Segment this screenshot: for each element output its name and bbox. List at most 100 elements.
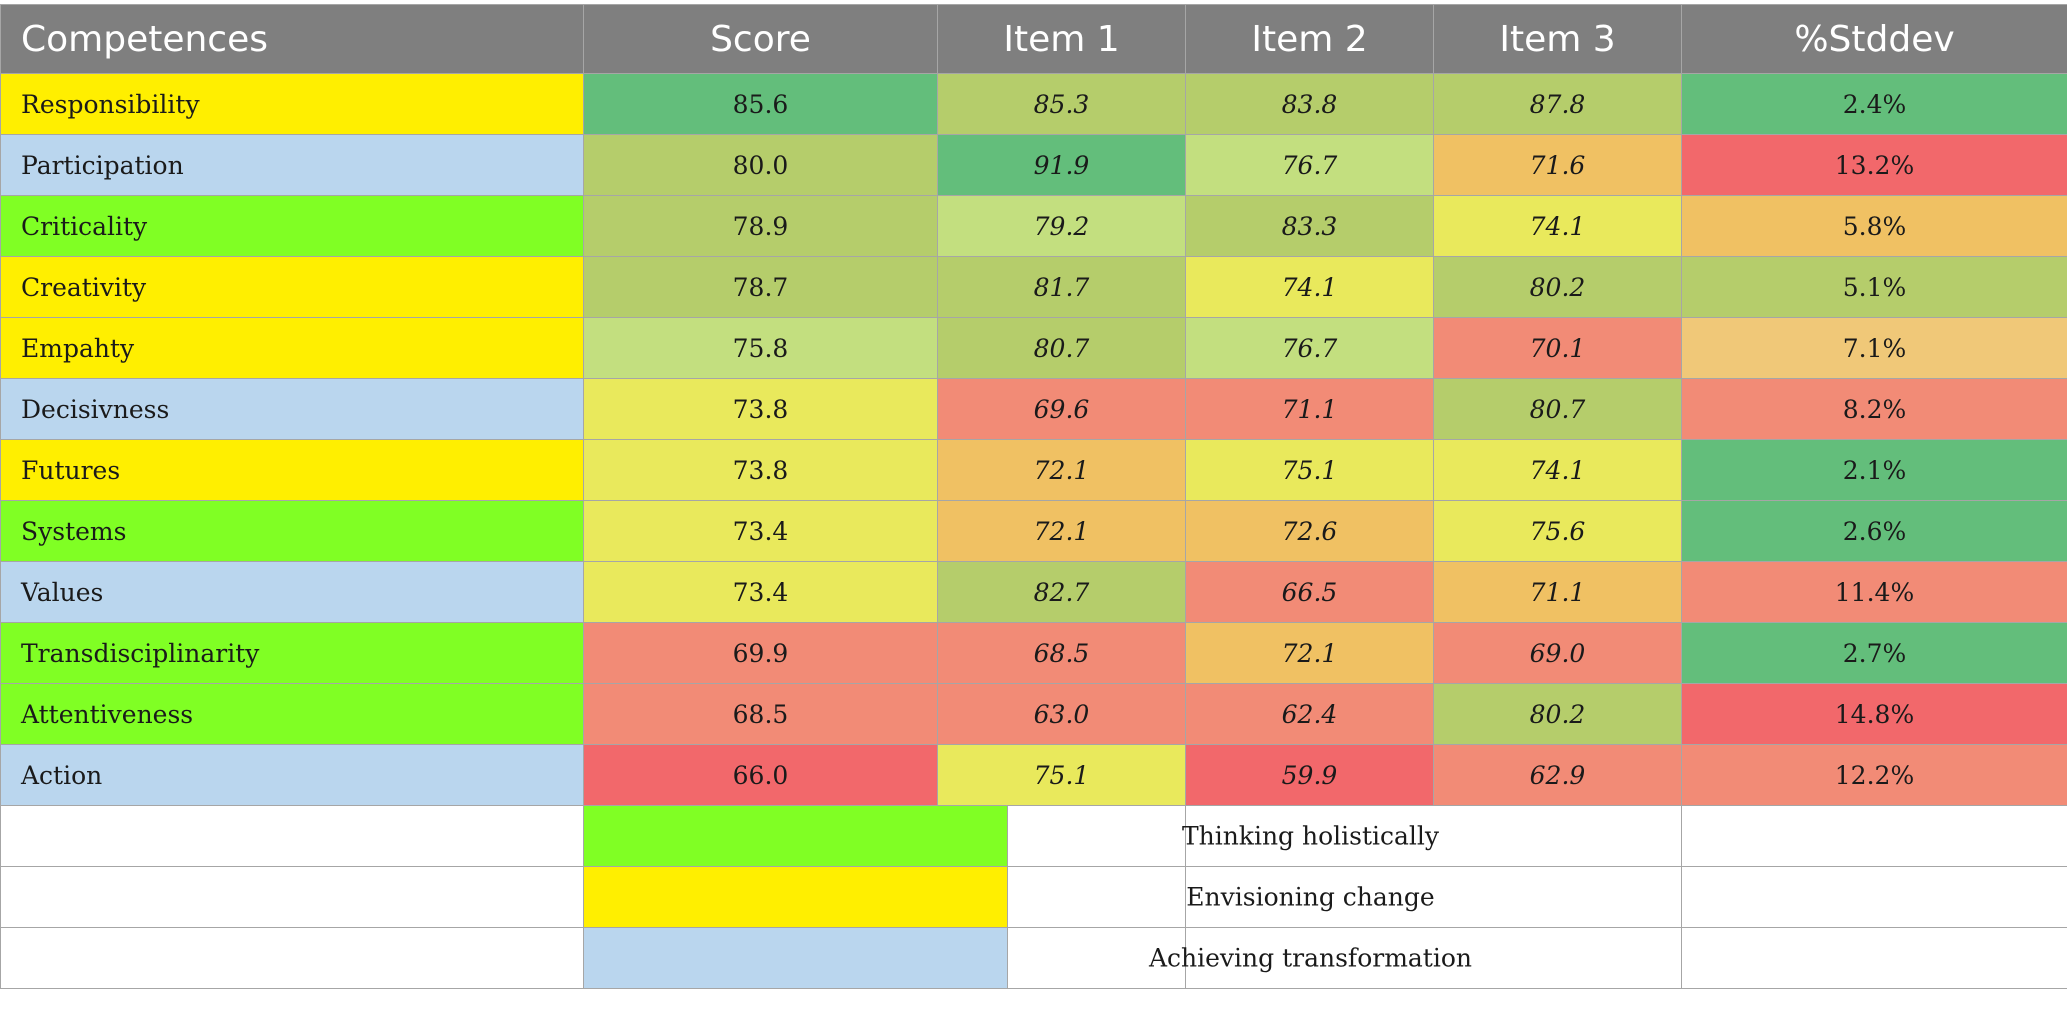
legend-empty-cell xyxy=(1681,866,2067,928)
legend-swatch-cell xyxy=(583,927,1186,989)
score-cell: 69.9 xyxy=(583,622,938,684)
item-3-cell: 74.1 xyxy=(1433,439,1682,501)
item-1-cell: 72.1 xyxy=(937,500,1186,562)
header-stddev: %Stddev xyxy=(1681,4,2067,74)
header-item-1: Item 1 xyxy=(937,4,1186,74)
item-1-cell: 75.1 xyxy=(937,744,1186,806)
legend-row: Achieving transformation xyxy=(0,927,2067,989)
legend-label: Thinking holistically xyxy=(1181,821,1440,851)
stddev-cell: 2.6% xyxy=(1681,500,2067,562)
score-cell: 85.6 xyxy=(583,73,938,135)
item-3-cell: 80.7 xyxy=(1433,378,1682,440)
legend-empty-cell xyxy=(0,805,584,867)
table-row: Attentiveness 68.5 63.0 62.4 80.2 14.8% xyxy=(0,683,2067,745)
score-cell: 73.4 xyxy=(583,561,938,623)
legend-swatch-cell xyxy=(583,866,1186,928)
item-3-cell: 87.8 xyxy=(1433,73,1682,135)
legend-row: Envisioning change xyxy=(0,866,2067,928)
item-3-cell: 62.9 xyxy=(1433,744,1682,806)
item-2-cell: 83.3 xyxy=(1185,195,1434,257)
header-row: Competences Score Item 1 Item 2 Item 3 %… xyxy=(0,4,2067,74)
stddev-cell: 8.2% xyxy=(1681,378,2067,440)
table-row: Values 73.4 82.7 66.5 71.1 11.4% xyxy=(0,561,2067,623)
legend-swatch xyxy=(584,867,1008,927)
item-3-cell: 74.1 xyxy=(1433,195,1682,257)
score-cell: 73.8 xyxy=(583,378,938,440)
item-1-cell: 80.7 xyxy=(937,317,1186,379)
competence-name: Action xyxy=(0,744,584,806)
legend-empty-cell xyxy=(0,866,584,928)
competence-name: Responsibility xyxy=(0,73,584,135)
item-1-cell: 79.2 xyxy=(937,195,1186,257)
competence-name: Futures xyxy=(0,439,584,501)
stddev-cell: 12.2% xyxy=(1681,744,2067,806)
legend-empty-cell xyxy=(1681,805,2067,867)
item-2-cell: 71.1 xyxy=(1185,378,1434,440)
table-row: Empahty 75.8 80.7 76.7 70.1 7.1% xyxy=(0,317,2067,379)
legend-swatch xyxy=(584,806,1008,866)
score-cell: 78.9 xyxy=(583,195,938,257)
table-row: Action 66.0 75.1 59.9 62.9 12.2% xyxy=(0,744,2067,806)
table-row: Transdisciplinarity 69.9 68.5 72.1 69.0 2.7% xyxy=(0,622,2067,684)
header-item-2: Item 2 xyxy=(1185,4,1434,74)
stddev-cell: 5.8% xyxy=(1681,195,2067,257)
legend-empty-cell xyxy=(1681,927,2067,989)
item-3-cell: 71.6 xyxy=(1433,134,1682,196)
stddev-cell: 7.1% xyxy=(1681,317,2067,379)
item-2-cell: 59.9 xyxy=(1185,744,1434,806)
score-cell: 75.8 xyxy=(583,317,938,379)
legend-row: Thinking holistically xyxy=(0,805,2067,867)
item-1-cell: 82.7 xyxy=(937,561,1186,623)
table-row: Systems 73.4 72.1 72.6 75.6 2.6% xyxy=(0,500,2067,562)
legend-label-cell: Envisioning change xyxy=(1185,866,1682,928)
item-3-cell: 75.6 xyxy=(1433,500,1682,562)
item-3-cell: 80.2 xyxy=(1433,683,1682,745)
table-row: Responsibility 85.6 85.3 83.8 87.8 2.4% xyxy=(0,73,2067,135)
competences-table: Competences Score Item 1 Item 2 Item 3 %… xyxy=(0,4,2067,989)
table-row: Criticality 78.9 79.2 83.3 74.1 5.8% xyxy=(0,195,2067,257)
legend-swatch-cell xyxy=(583,805,1186,867)
competence-name: Transdisciplinarity xyxy=(0,622,584,684)
item-1-cell: 68.5 xyxy=(937,622,1186,684)
competences-table-container: Competences Score Item 1 Item 2 Item 3 %… xyxy=(0,4,2067,989)
item-1-cell: 81.7 xyxy=(937,256,1186,318)
item-3-cell: 80.2 xyxy=(1433,256,1682,318)
score-cell: 73.4 xyxy=(583,500,938,562)
stddev-cell: 2.1% xyxy=(1681,439,2067,501)
legend-label-cell: Achieving transformation xyxy=(1149,927,1682,989)
item-3-cell: 70.1 xyxy=(1433,317,1682,379)
item-3-cell: 71.1 xyxy=(1433,561,1682,623)
item-1-cell: 63.0 xyxy=(937,683,1186,745)
table-row: Decisivness 73.8 69.6 71.1 80.7 8.2% xyxy=(0,378,2067,440)
score-cell: 68.5 xyxy=(583,683,938,745)
stddev-cell: 2.7% xyxy=(1681,622,2067,684)
score-cell: 73.8 xyxy=(583,439,938,501)
competence-name: Empahty xyxy=(0,317,584,379)
legend-label-cell: Thinking holistically xyxy=(1182,805,1682,867)
header-item-3: Item 3 xyxy=(1433,4,1682,74)
score-cell: 80.0 xyxy=(583,134,938,196)
table-row: Futures 73.8 72.1 75.1 74.1 2.1% xyxy=(0,439,2067,501)
stddev-cell: 5.1% xyxy=(1681,256,2067,318)
item-2-cell: 66.5 xyxy=(1185,561,1434,623)
stddev-cell: 14.8% xyxy=(1681,683,2067,745)
score-cell: 66.0 xyxy=(583,744,938,806)
item-2-cell: 75.1 xyxy=(1185,439,1434,501)
item-2-cell: 72.6 xyxy=(1185,500,1434,562)
score-cell: 78.7 xyxy=(583,256,938,318)
table-row: Creativity 78.7 81.7 74.1 80.2 5.1% xyxy=(0,256,2067,318)
item-3-cell: 69.0 xyxy=(1433,622,1682,684)
competence-name: Participation xyxy=(0,134,584,196)
stddev-cell: 11.4% xyxy=(1681,561,2067,623)
competence-name: Attentiveness xyxy=(0,683,584,745)
legend-swatch xyxy=(584,928,1008,988)
item-2-cell: 72.1 xyxy=(1185,622,1434,684)
header-competences: Competences xyxy=(0,4,584,74)
item-1-cell: 69.6 xyxy=(937,378,1186,440)
competence-name: Values xyxy=(0,561,584,623)
item-2-cell: 74.1 xyxy=(1185,256,1434,318)
legend-label: Achieving transformation xyxy=(1148,943,1472,973)
table-row: Participation 80.0 91.9 76.7 71.6 13.2% xyxy=(0,134,2067,196)
legend-empty-cell xyxy=(0,927,584,989)
stddev-cell: 2.4% xyxy=(1681,73,2067,135)
